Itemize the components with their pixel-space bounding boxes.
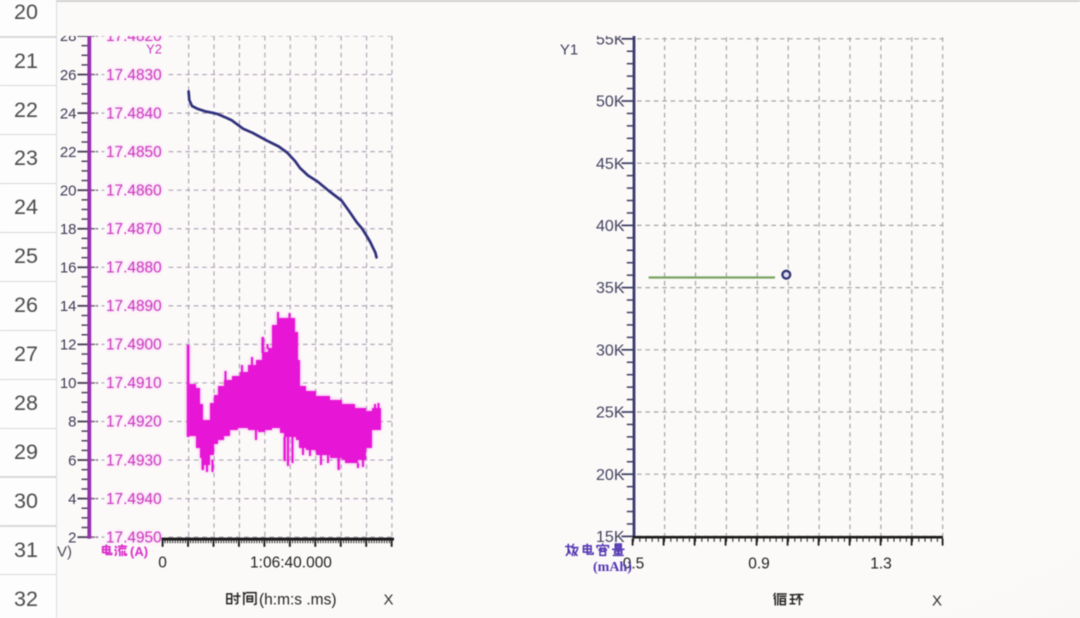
svg-text:20: 20 [60, 182, 77, 199]
svg-text:26: 26 [60, 67, 77, 84]
svg-text:8: 8 [68, 414, 76, 431]
svg-text:20K: 20K [596, 467, 625, 484]
svg-text:1.3: 1.3 [870, 555, 892, 572]
svg-text:18: 18 [60, 221, 77, 238]
svg-text:17.4820: 17.4820 [106, 36, 162, 45]
svg-text:14: 14 [60, 298, 77, 315]
svg-text:Y1: Y1 [560, 42, 578, 59]
svg-text:50K: 50K [596, 94, 625, 111]
svg-text:17.4840: 17.4840 [106, 105, 162, 122]
svg-text:17.4940: 17.4940 [106, 491, 162, 508]
svg-text:(mAh): (mAh) [593, 560, 632, 575]
svg-text:45K: 45K [596, 156, 625, 173]
svg-text:0.5: 0.5 [623, 555, 645, 572]
svg-text:X: X [383, 592, 393, 609]
svg-text:15K: 15K [596, 529, 625, 546]
svg-text:25K: 25K [596, 405, 625, 422]
svg-text:4: 4 [68, 491, 76, 508]
svg-text:28: 28 [60, 36, 77, 45]
svg-text:1:06:40.000: 1:06:40.000 [250, 555, 332, 572]
svg-text:22: 22 [60, 144, 77, 161]
svg-text:Y2: Y2 [146, 42, 162, 57]
svg-text:10: 10 [60, 375, 77, 392]
svg-text:(A): (A) [130, 544, 148, 559]
svg-text:24: 24 [60, 105, 77, 122]
svg-text:17.4930: 17.4930 [106, 452, 162, 469]
svg-text:35K: 35K [596, 280, 625, 297]
svg-text:(h:m:s .ms): (h:m:s .ms) [259, 591, 337, 608]
svg-text:17.4830: 17.4830 [106, 67, 162, 84]
svg-text:0: 0 [158, 555, 167, 572]
svg-text:16: 16 [60, 260, 77, 277]
svg-text:0.9: 0.9 [748, 555, 770, 572]
svg-text:17.4910: 17.4910 [106, 375, 162, 392]
svg-text:17.4870: 17.4870 [106, 221, 162, 238]
svg-text:17.4860: 17.4860 [106, 182, 162, 199]
svg-text:12: 12 [60, 337, 77, 354]
svg-text:40K: 40K [596, 218, 625, 235]
svg-text:17.4880: 17.4880 [106, 260, 162, 277]
svg-text:2: 2 [68, 529, 76, 546]
svg-text:17.4890: 17.4890 [106, 298, 162, 315]
svg-text:X: X [932, 592, 942, 609]
svg-text:17.4850: 17.4850 [106, 144, 162, 161]
svg-text:17.4920: 17.4920 [106, 414, 162, 431]
svg-text:30K: 30K [596, 342, 625, 359]
svg-text:V): V) [57, 544, 72, 561]
svg-text:17.4950: 17.4950 [106, 529, 162, 546]
svg-text:6: 6 [68, 452, 76, 469]
svg-text:17.4900: 17.4900 [106, 337, 162, 354]
svg-text:55K: 55K [596, 36, 625, 48]
